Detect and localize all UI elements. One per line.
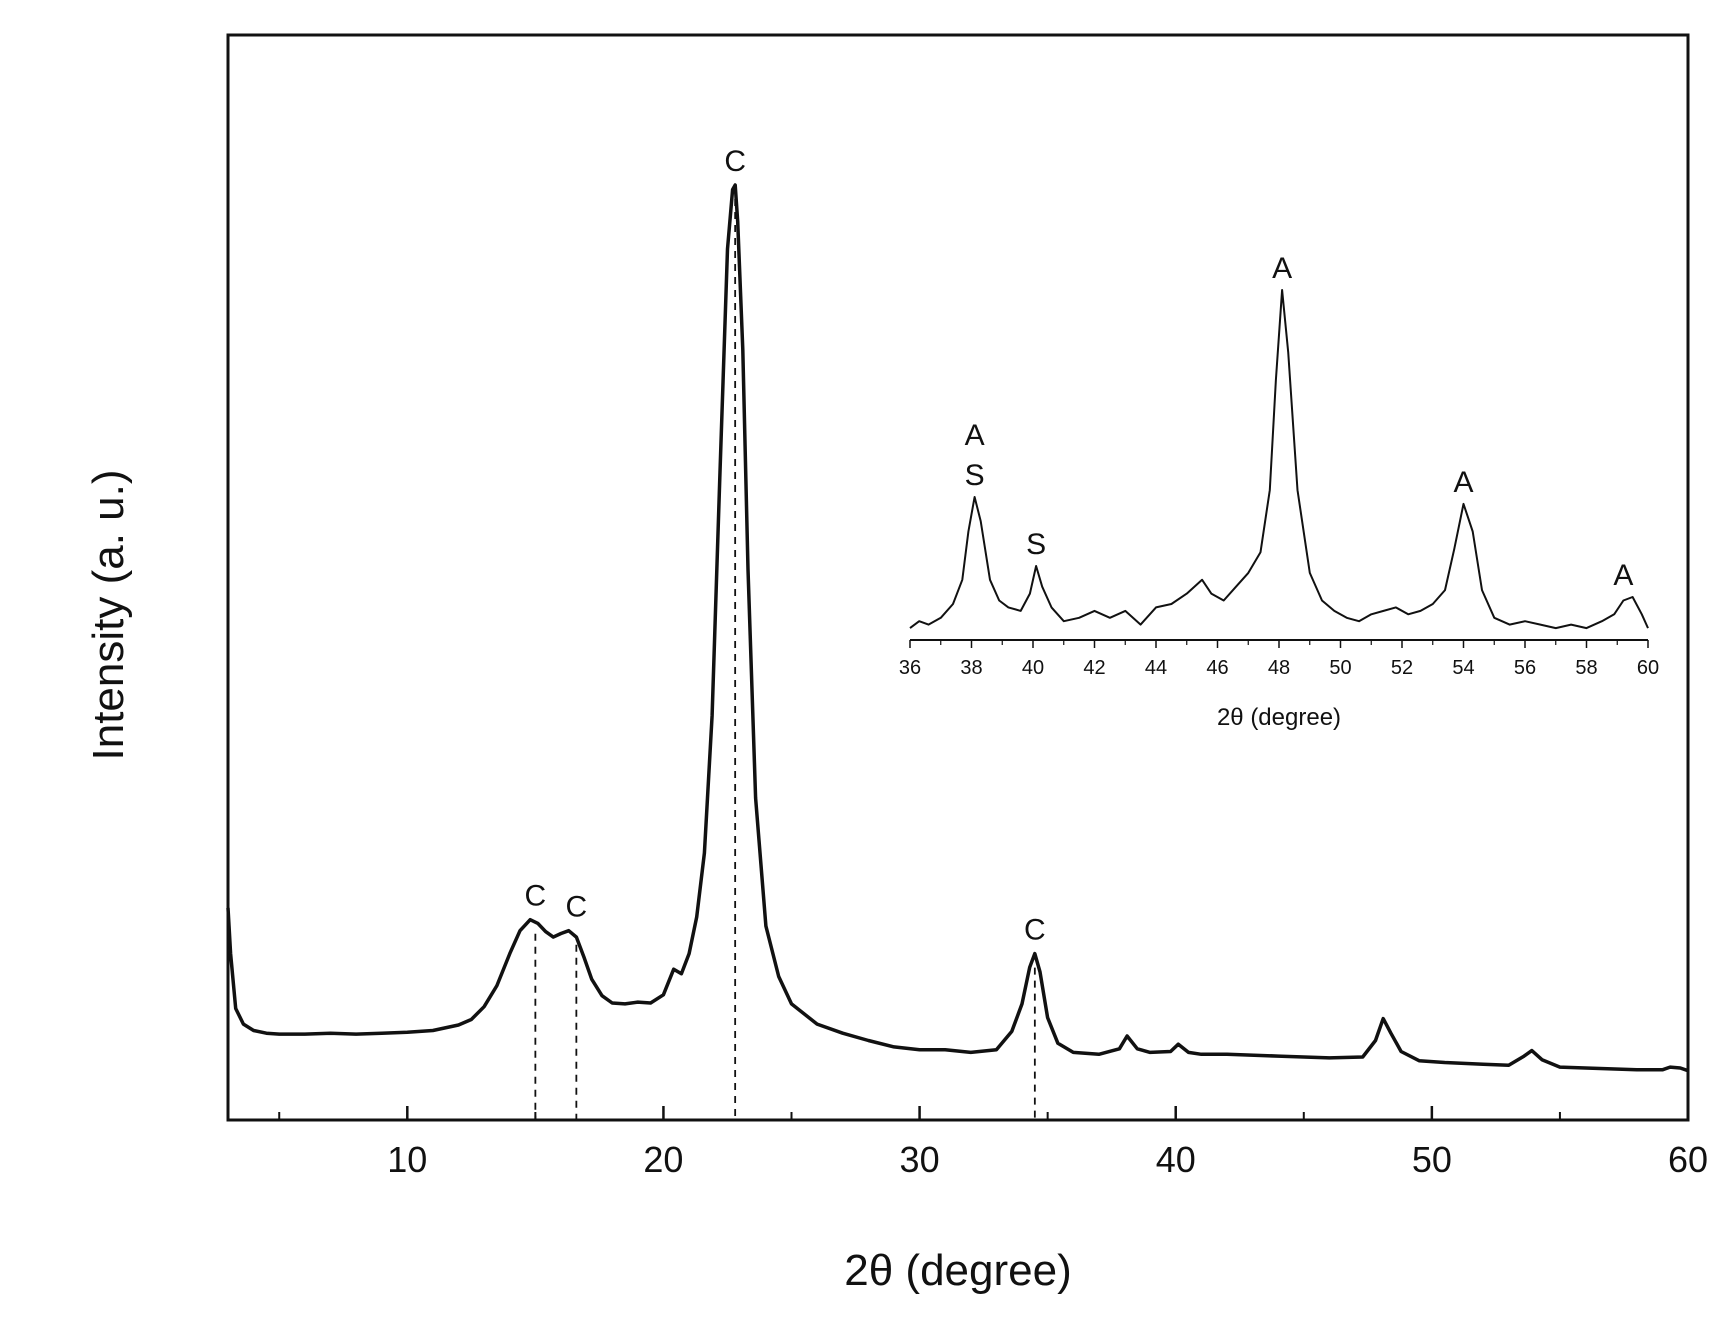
- inset-peak-label: A: [1272, 252, 1292, 285]
- main-x-tick-label: 10: [387, 1139, 427, 1180]
- main-x-axis-title: 2θ (degree): [844, 1246, 1071, 1295]
- inset-x-tick-label: 48: [1268, 657, 1290, 679]
- inset-x-tick-label: 38: [960, 657, 982, 679]
- main-x-tick-label: 30: [900, 1139, 940, 1180]
- inset-x-ticks: 36 38 40 42 44 46 48 50 52 54 56 58 60: [899, 640, 1659, 679]
- inset-x-tick-label: 40: [1022, 657, 1044, 679]
- inset-x-tick-label: 60: [1637, 657, 1659, 679]
- inset-peak-label: A: [965, 419, 985, 452]
- main-peak-annotations: C CCC: [525, 145, 1046, 947]
- inset-x-tick-label: 36: [899, 657, 921, 679]
- main-peak-label: C: [566, 891, 588, 924]
- inset-x-tick-label: 54: [1452, 657, 1474, 679]
- inset-peak-label: A: [1453, 466, 1473, 499]
- inset-peak-label: S: [965, 459, 985, 492]
- main-peak-label: C: [1024, 914, 1046, 947]
- main-x-tick-label: 50: [1412, 1139, 1452, 1180]
- inset-peak-label: A: [1613, 559, 1633, 592]
- main-peak-label: C: [525, 880, 547, 913]
- main-x-tick-label: 60: [1668, 1139, 1708, 1180]
- inset-x-tick-label: 52: [1391, 657, 1413, 679]
- inset-x-tick-label: 42: [1083, 657, 1105, 679]
- main-x-tick-label: 20: [643, 1139, 683, 1180]
- main-reference-lines: [534, 199, 1036, 1120]
- inset-series-line: [909, 289, 1649, 630]
- main-peak-label: C: [724, 145, 746, 178]
- inset-peak-label: S: [1026, 528, 1046, 561]
- main-plot-frame: [226, 33, 1690, 1122]
- inset-x-tick-label: 56: [1514, 657, 1536, 679]
- inset-x-tick-label: 46: [1206, 657, 1228, 679]
- inset-x-tick-label: 44: [1145, 657, 1167, 679]
- main-x-tick-label: 40: [1156, 1139, 1196, 1180]
- main-series-line: [226, 183, 1689, 1073]
- inset-x-axis-title: 2θ (degree): [1217, 704, 1341, 731]
- main-y-axis-title: Intensity (a. u.): [84, 469, 133, 760]
- inset-x-tick-label: 58: [1575, 657, 1597, 679]
- main-x-ticks: 10 20 30 40 50 60: [278, 1106, 1708, 1180]
- main-chart: 10 20 30 40 50 60 C CCC 2θ (degree) Intensity …: [84, 33, 1708, 1295]
- inset-x-tick-label: 50: [1329, 657, 1351, 679]
